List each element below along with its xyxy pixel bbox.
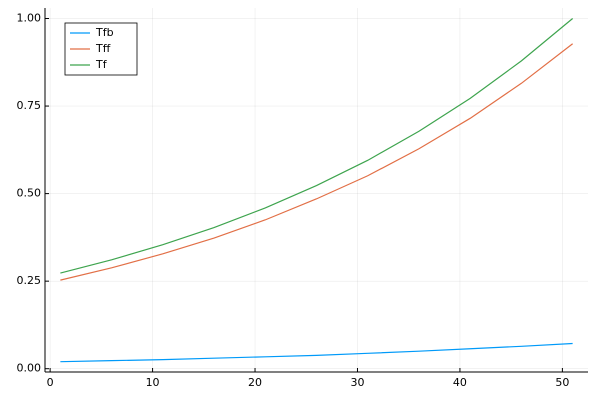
series-line: [60, 43, 573, 281]
series-line: [60, 18, 574, 274]
x-tick-label: 30: [350, 376, 364, 389]
legend-label: Tfb: [95, 26, 114, 39]
y-tick-label: 0.75: [17, 99, 42, 112]
y-tick-label: 0.25: [17, 274, 42, 287]
x-tick-label: 40: [453, 376, 467, 389]
y-tick-label: 1.00: [17, 12, 42, 25]
y-tick-label: 0.00: [17, 362, 42, 375]
y-tick-label: 0.50: [17, 187, 42, 200]
x-tick-label: 0: [47, 376, 54, 389]
legend-label: Tf: [95, 58, 108, 71]
series-line: [60, 342, 573, 363]
x-tick-label: 10: [146, 376, 160, 389]
legend-label: Tff: [95, 42, 111, 55]
x-tick-label: 50: [555, 376, 569, 389]
x-tick-label: 20: [248, 376, 262, 389]
